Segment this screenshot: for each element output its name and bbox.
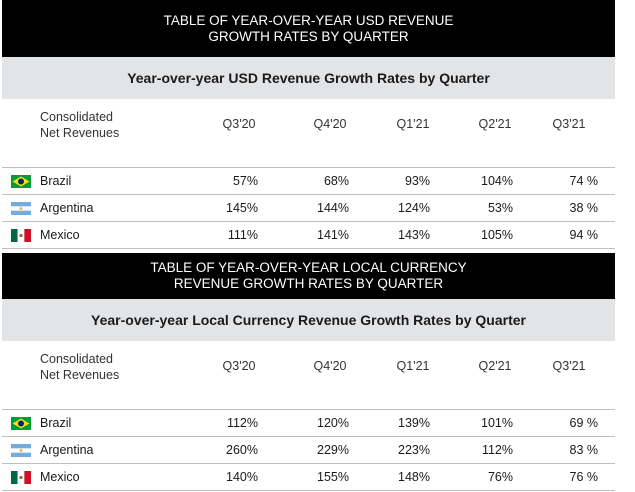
usd-title-line1: TABLE OF YEAR-OVER-YEAR USD REVENUE: [163, 12, 454, 28]
table-cell: 93%: [404, 174, 430, 188]
table-cell: 38 %: [569, 201, 599, 215]
country-name: Brazil: [40, 174, 72, 188]
usd-header-q2: Q1'21: [396, 117, 430, 131]
table-cell: 155%: [317, 470, 349, 484]
local-currency-table: TABLE OF YEAR-OVER-YEAR LOCAL CURRENCY R…: [2, 253, 615, 409]
local-header-label-line2: Net Revenues: [40, 368, 120, 382]
table-cell: 139%: [398, 416, 430, 430]
table-cell: 120%: [317, 416, 349, 430]
table-cell: 260%: [226, 443, 258, 457]
local-header-q1: Q4'20: [313, 359, 347, 373]
table-cell: 223%: [398, 443, 430, 457]
table-cell: 101%: [481, 416, 513, 430]
usd-row-argentina: Argentina 145% 144% 124% 53% 38 %: [2, 194, 615, 221]
table-cell: 143%: [398, 228, 430, 242]
local-header-row: Consolidated Net Revenues Q3'20 Q4'20 Q1…: [2, 341, 615, 409]
table-cell: 111%: [227, 228, 258, 242]
local-table-title: TABLE OF YEAR-OVER-YEAR LOCAL CURRENCY R…: [2, 253, 615, 299]
table-cell: 144%: [317, 201, 349, 215]
mexico-flag-icon: [11, 471, 31, 484]
table-cell: 124%: [398, 201, 430, 215]
table-cell: 140%: [226, 470, 258, 484]
usd-header-row: Consolidated Net Revenues Q3'20 Q4'20 Q1…: [2, 99, 615, 167]
argentina-flag-icon: [11, 444, 31, 457]
usd-row-brazil: Brazil 57% 68% 93% 104% 74 %: [2, 167, 615, 194]
local-row-brazil: Brazil 112% 120% 139% 101% 69 %: [2, 409, 615, 436]
local-subtitle: Year-over-year Local Currency Revenue Gr…: [91, 312, 526, 328]
usd-header-label-line1: Consolidated: [40, 110, 113, 124]
local-title-line1: TABLE OF YEAR-OVER-YEAR LOCAL CURRENCY: [150, 260, 467, 275]
table-cell: 141%: [317, 228, 349, 242]
table-cell: 112%: [481, 443, 513, 457]
usd-header-q0: Q3'20: [222, 117, 256, 131]
local-header-q2: Q1'21: [396, 359, 430, 373]
local-row-argentina: Argentina 260% 229% 223% 112% 83 %: [2, 436, 615, 463]
table-cell: 76 %: [569, 470, 599, 484]
table-cell: 57%: [232, 174, 258, 188]
usd-subtitle: Year-over-year USD Revenue Growth Rates …: [127, 70, 490, 86]
usd-table-title: TABLE OF YEAR-OVER-YEAR USD REVENUE GROW…: [2, 0, 615, 57]
table-cell: 53%: [487, 201, 513, 215]
usd-header-q4: Q3'21: [552, 117, 586, 131]
local-header-label: Consolidated Net Revenues: [40, 351, 119, 383]
local-header-q4: Q3'21: [552, 359, 586, 373]
table-cell: 145%: [226, 201, 258, 215]
table-cell: 68%: [323, 174, 349, 188]
table-cell: 83 %: [569, 443, 599, 457]
table-cell: 69 %: [569, 416, 599, 430]
table-cell: 112%: [226, 416, 258, 430]
usd-header-label-line2: Net Revenues: [40, 126, 120, 140]
local-header-label-line1: Consolidated: [40, 352, 113, 366]
local-title-line2: REVENUE GROWTH RATES BY QUARTER: [173, 276, 444, 291]
usd-table: TABLE OF YEAR-OVER-YEAR USD REVENUE GROW…: [2, 0, 615, 167]
local-row-mexico: Mexico 140% 155% 148% 76% 76 %: [2, 463, 615, 491]
table-cell: 76%: [487, 470, 513, 484]
country-name: Argentina: [40, 443, 94, 457]
argentina-flag-icon: [11, 202, 31, 215]
usd-header-q3: Q2'21: [478, 117, 512, 131]
local-header-q3: Q2'21: [478, 359, 512, 373]
table-cell: 105%: [481, 228, 513, 242]
country-name: Brazil: [40, 416, 72, 430]
local-subtitle-band: Year-over-year Local Currency Revenue Gr…: [2, 299, 615, 341]
country-name: Argentina: [40, 201, 94, 215]
country-name: Mexico: [40, 470, 80, 484]
brazil-flag-icon: [11, 417, 31, 430]
table-cell: 229%: [317, 443, 349, 457]
usd-title-line2: GROWTH RATES BY QUARTER: [208, 28, 409, 44]
country-name: Mexico: [40, 228, 80, 242]
local-header-q0: Q3'20: [222, 359, 256, 373]
table-cell: 74 %: [569, 174, 599, 188]
usd-header-label: Consolidated Net Revenues: [40, 109, 119, 141]
usd-header-q1: Q4'20: [313, 117, 347, 131]
mexico-flag-icon: [11, 229, 31, 242]
table-cell: 148%: [398, 470, 430, 484]
usd-row-mexico: Mexico 111% 141% 143% 105% 94 %: [2, 221, 615, 249]
table-cell: 94 %: [569, 228, 599, 242]
table-cell: 104%: [481, 174, 513, 188]
usd-subtitle-band: Year-over-year USD Revenue Growth Rates …: [2, 57, 615, 99]
brazil-flag-icon: [11, 175, 31, 188]
